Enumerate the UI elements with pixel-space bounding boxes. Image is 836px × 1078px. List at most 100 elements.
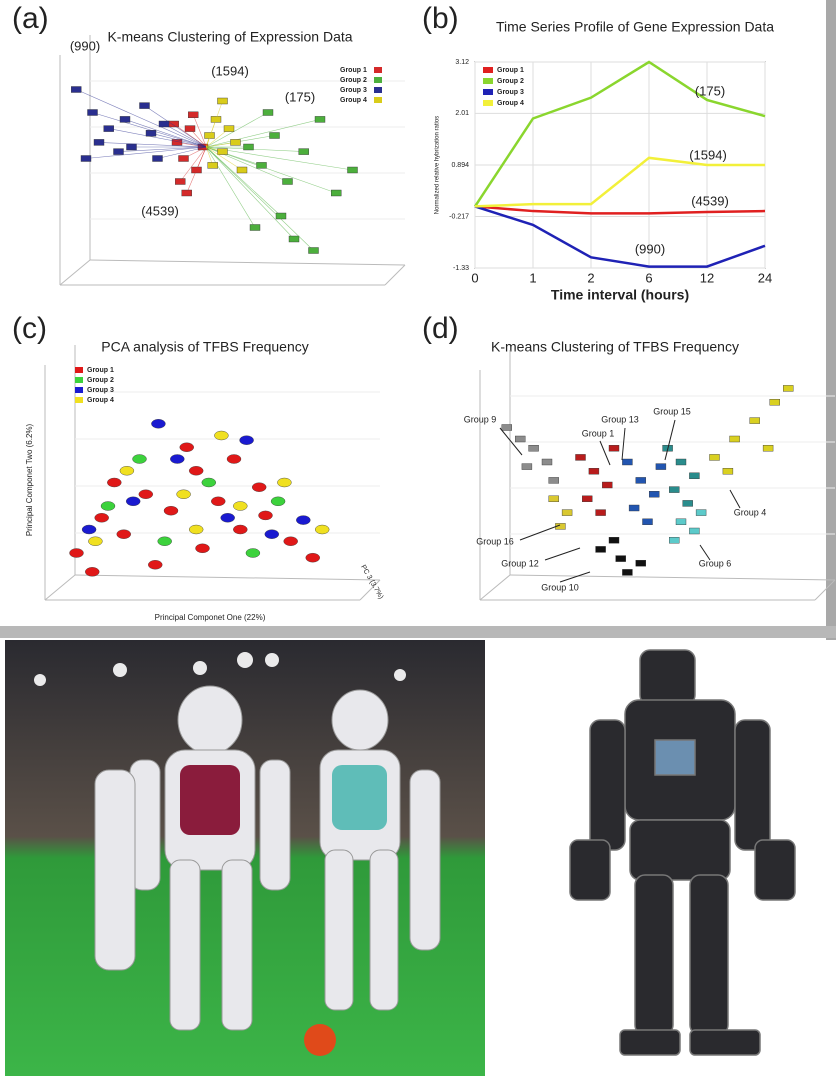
- legend-label: Group 4: [340, 97, 367, 104]
- point: [331, 190, 341, 196]
- point: [179, 156, 189, 162]
- point: [158, 537, 172, 546]
- y-tick-label: 3.12: [455, 59, 469, 66]
- point: [689, 528, 699, 534]
- z-axis-label: PC 3 (3.7%): [359, 564, 384, 601]
- point: [643, 519, 653, 525]
- x-tick-label: 2: [587, 270, 594, 285]
- point: [95, 513, 109, 522]
- annotation: Group 12: [501, 558, 539, 568]
- point: [120, 116, 130, 122]
- point: [170, 455, 184, 464]
- point: [252, 483, 266, 492]
- annotation: Group 16: [476, 536, 514, 546]
- legend-label: Group 2: [340, 77, 367, 84]
- point: [676, 459, 686, 465]
- annotation-arrow: [600, 441, 610, 465]
- point: [763, 445, 773, 451]
- point: [101, 502, 115, 511]
- annotation: (4539): [141, 203, 179, 218]
- point: [596, 546, 606, 552]
- point: [85, 567, 99, 576]
- point: [180, 443, 194, 452]
- axis-frame: [385, 265, 405, 285]
- point: [133, 455, 147, 464]
- point: [148, 560, 162, 569]
- point: [710, 454, 720, 460]
- point: [196, 544, 210, 553]
- point: [94, 139, 104, 145]
- page-edge: [826, 0, 836, 640]
- x-axis-label: Time interval (hours): [551, 287, 689, 303]
- point: [263, 110, 273, 116]
- point: [283, 179, 293, 185]
- chart-title: K-means Clustering of TFBS Frequency: [491, 339, 739, 355]
- point: [522, 464, 532, 470]
- annotation: Group 13: [601, 414, 639, 424]
- annotation: (1594): [211, 63, 249, 78]
- legend-swatch: [483, 89, 493, 95]
- legend-label: Group 1: [87, 367, 114, 374]
- legend-swatch: [374, 67, 382, 73]
- point: [139, 490, 153, 499]
- y-tick-label: 2.01: [455, 110, 469, 117]
- point: [218, 149, 228, 155]
- annotation: Group 6: [699, 558, 732, 568]
- point: [202, 478, 216, 487]
- annotation-arrow: [560, 572, 590, 582]
- point: [315, 116, 325, 122]
- point: [104, 126, 114, 132]
- point: [153, 156, 163, 162]
- leader-line: [76, 90, 206, 148]
- point: [88, 110, 98, 116]
- x-axis-label: Principal Componet One (22%): [155, 613, 266, 622]
- point: [549, 477, 559, 483]
- point: [218, 98, 228, 104]
- annotation: (990): [70, 38, 100, 53]
- point: [185, 126, 195, 132]
- y-tick-label: -0.217: [449, 213, 469, 220]
- annotation-arrow: [665, 420, 675, 460]
- point: [596, 510, 606, 516]
- x-tick-label: 0: [471, 270, 478, 285]
- point: [529, 445, 539, 451]
- point: [233, 502, 247, 511]
- y-axis-label: Principal Componet Two (6.2%): [25, 423, 34, 536]
- point: [609, 445, 619, 451]
- point: [502, 425, 512, 431]
- annotation: Group 9: [464, 414, 497, 424]
- point: [120, 466, 134, 475]
- point: [114, 149, 124, 155]
- point: [770, 399, 780, 405]
- annotation: (175): [695, 83, 725, 98]
- point: [211, 497, 225, 506]
- page-edge: [0, 626, 836, 638]
- point: [299, 149, 309, 155]
- annotation: Group 4: [734, 507, 767, 517]
- point: [188, 112, 198, 118]
- legend-label: Group 1: [340, 67, 367, 74]
- point: [237, 167, 247, 173]
- point: [284, 537, 298, 546]
- x-tick-label: 12: [700, 270, 714, 285]
- point: [622, 459, 632, 465]
- point: [315, 525, 329, 534]
- panel: (b)Time Series Profile of Gene Expressio…: [422, 2, 774, 303]
- legend-swatch: [75, 367, 83, 373]
- annotation-arrow: [520, 525, 560, 540]
- legend-swatch: [75, 387, 83, 393]
- point: [348, 167, 358, 173]
- x-tick-label: 24: [758, 270, 772, 285]
- point: [81, 156, 91, 162]
- annotation: Group 1: [582, 428, 615, 438]
- legend-swatch: [374, 77, 382, 83]
- point: [277, 478, 291, 487]
- point: [669, 537, 679, 543]
- chart-title: Time Series Profile of Gene Expression D…: [496, 19, 774, 35]
- annotation: Group 10: [541, 582, 579, 592]
- point: [250, 225, 260, 231]
- annotation: Group 15: [653, 406, 691, 416]
- point: [189, 525, 203, 534]
- legend-label: Group 3: [87, 387, 114, 394]
- point: [214, 431, 228, 440]
